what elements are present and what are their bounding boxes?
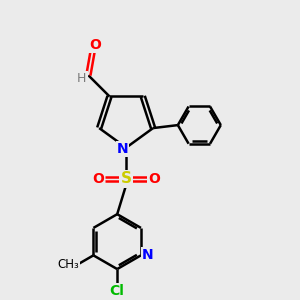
Text: CH₃: CH₃ xyxy=(57,258,79,271)
Text: Cl: Cl xyxy=(110,284,124,298)
Text: N: N xyxy=(142,248,153,262)
Text: H: H xyxy=(77,72,86,85)
Text: O: O xyxy=(89,38,101,52)
Text: S: S xyxy=(121,172,132,187)
Text: O: O xyxy=(92,172,104,186)
Text: O: O xyxy=(148,172,160,186)
Text: N: N xyxy=(117,142,128,156)
